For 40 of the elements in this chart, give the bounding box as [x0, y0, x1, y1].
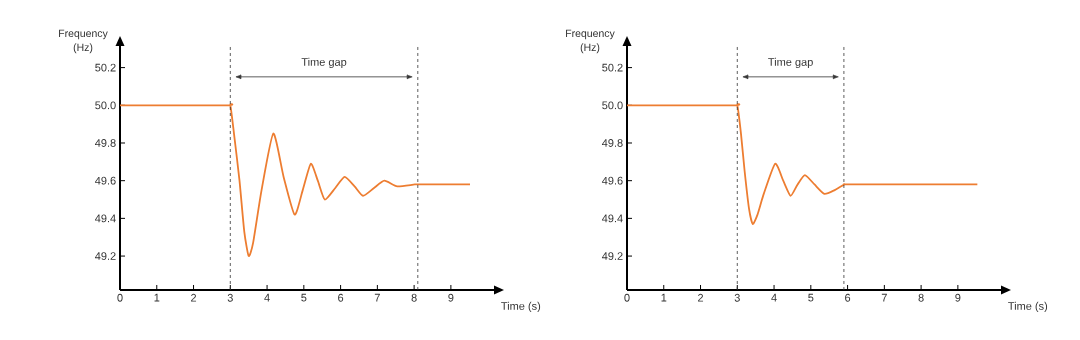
y-tick-label: 50.0 — [95, 101, 116, 110]
y-tick-label: 49.4 — [94, 214, 116, 223]
x-tick-label: 4 — [264, 293, 270, 302]
x-tick-label: 5 — [808, 293, 814, 302]
x-tick-label: 9 — [955, 293, 961, 302]
x-tick-label: 7 — [881, 293, 887, 302]
y-axis-title: Frequency (Hz) — [59, 29, 108, 54]
y-tick-label: 50.2 — [602, 63, 623, 72]
y-tick-label: 49.4 — [601, 214, 623, 223]
x-tick-label: 7 — [374, 293, 380, 302]
x-tick-label: 1 — [154, 293, 160, 302]
y-tick-label: 49.8 — [94, 139, 116, 147]
x-tick-label: 0 — [117, 293, 123, 302]
y-axis-title: Frequency (Hz) — [566, 29, 615, 54]
line-series — [119, 104, 471, 257]
x-tick-label: 2 — [698, 293, 704, 302]
y-tick-label: 49.2 — [94, 252, 116, 260]
line-series — [626, 103, 979, 225]
x-tick-label: 3 — [227, 293, 233, 302]
x-axis-title: Time (s) — [501, 301, 541, 313]
y-tick-label: 50.2 — [95, 63, 116, 72]
x-tick-label: 2 — [191, 293, 197, 302]
y-tick-label: 50.0 — [602, 101, 623, 110]
y-tick-label: 49.8 — [601, 139, 623, 147]
x-tick-label: 6 — [845, 293, 851, 302]
x-tick-label: 5 — [301, 293, 307, 302]
x-tick-label: 6 — [338, 293, 344, 302]
y-tick-label: 49.6 — [94, 176, 116, 185]
y-tick-label: 49.2 — [601, 252, 623, 260]
annotation: Time gap — [301, 57, 347, 69]
y-tick-label: 49.6 — [601, 176, 623, 185]
x-tick-label: 4 — [771, 293, 777, 302]
x-tick-label: 1 — [661, 293, 667, 302]
annotation: Time gap — [768, 57, 813, 69]
x-tick-label: 9 — [448, 293, 454, 302]
x-axis-title: Time (s) — [1008, 301, 1048, 313]
x-tick-label: 0 — [624, 293, 630, 302]
x-tick-label: 8 — [918, 293, 924, 302]
x-tick-label: 8 — [411, 293, 417, 302]
x-tick-label: 3 — [734, 293, 740, 302]
